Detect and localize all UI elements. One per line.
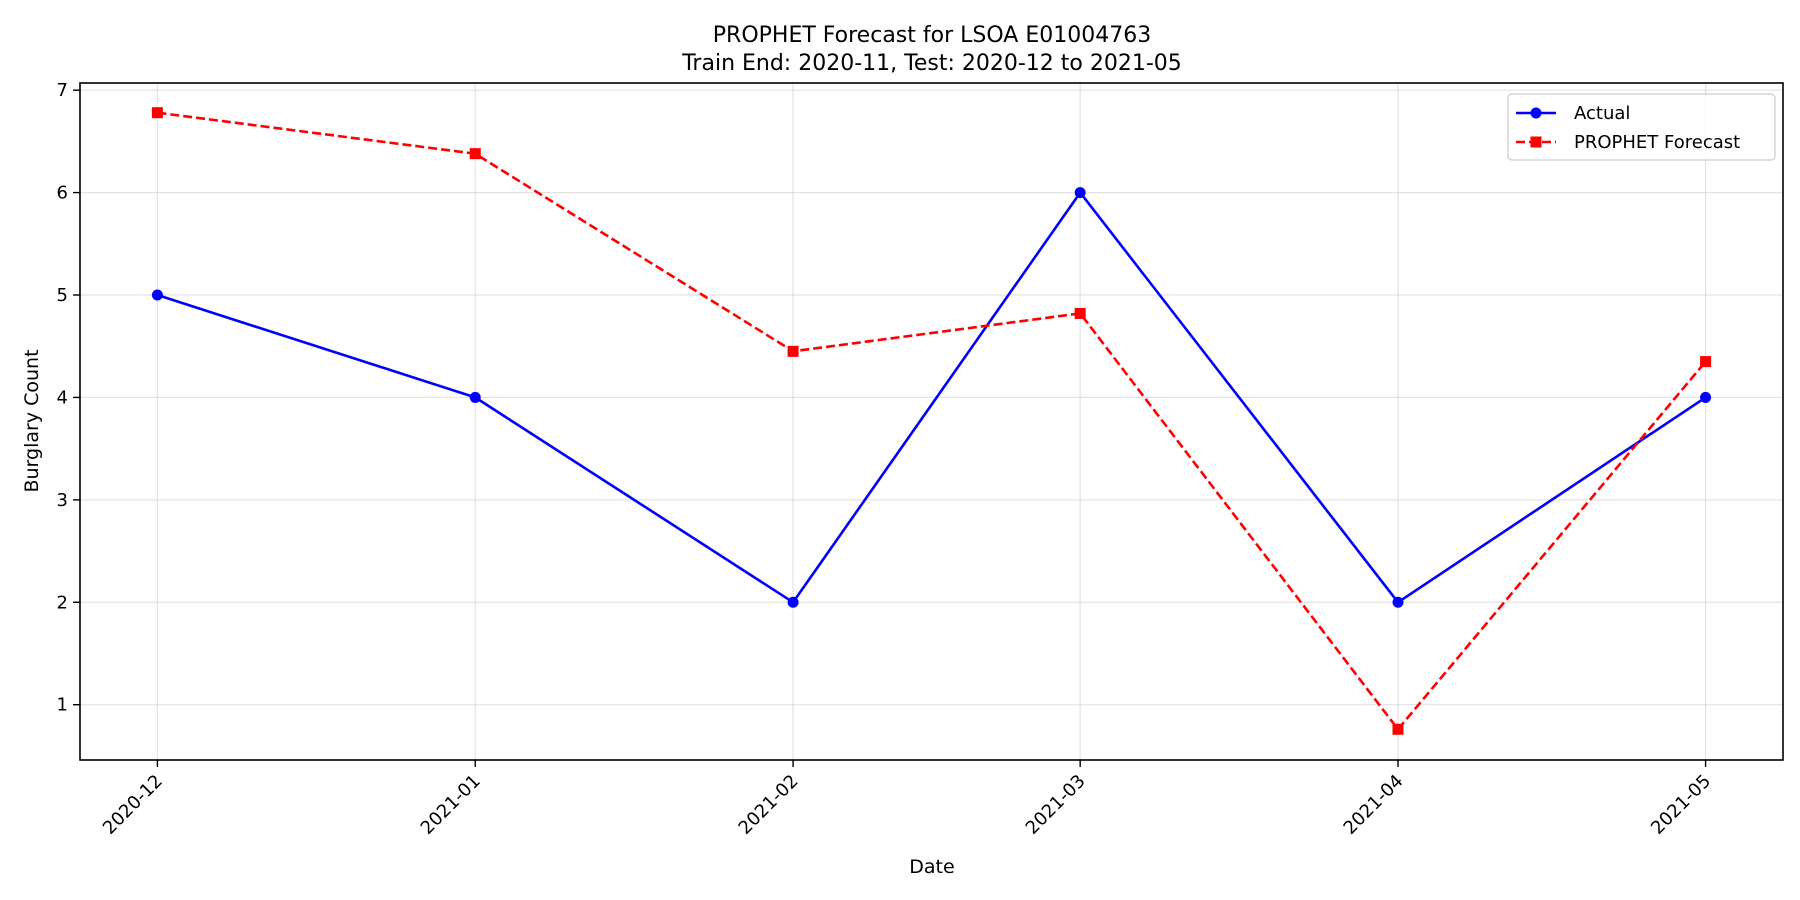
y-tick-label: 3 [57,490,68,511]
y-tick-label: 4 [57,387,68,408]
data-point-actual [1074,187,1086,199]
x-tick-label: 2021-02 [735,771,803,839]
data-point-actual [1392,596,1404,608]
x-tick-label: 2021-04 [1340,771,1408,839]
y-tick-label: 2 [57,592,68,613]
legend-marker-0 [1530,107,1542,119]
x-tick-label: 2020-12 [99,771,167,839]
chart-title: PROPHET Forecast for LSOA E01004763 [713,23,1151,48]
x-axis-ticks: 2020-12 2021-01 2021-02 2021-03 2021-04 2021-… [99,760,1715,839]
x-axis-label: Date [909,856,954,878]
y-axis-ticks: 1 2 3 4 5 6 7 [57,80,80,716]
legend-label-1: PROPHET Forecast [1574,132,1740,153]
data-point-actual [1700,391,1712,403]
legend-marker-1 [1530,136,1542,148]
y-tick-label: 1 [57,695,68,716]
legend-label-0: Actual [1574,103,1630,124]
data-point-actual [151,289,163,301]
series-line-0 [157,191,1707,604]
x-tick-label: 2021-01 [417,771,485,839]
legend-box [1507,93,1776,161]
data-point-actual [469,391,481,403]
legend: Actual PROPHET Forecast [1507,93,1776,161]
y-tick-label: 5 [57,285,68,306]
series-lines [151,107,1712,735]
data-point-forecast [787,345,799,357]
plot-frame [79,82,1784,761]
chart-subtitle: Train End: 2020-11, Test: 2020-12 to 202… [681,51,1182,76]
data-point-forecast [151,107,163,119]
series-line-1 [157,111,1707,731]
data-point-forecast [1074,307,1086,319]
y-tick-label: 6 [57,183,68,204]
data-point-actual [787,596,799,608]
data-point-forecast [469,148,481,160]
y-tick-label: 7 [57,80,68,101]
data-point-forecast [1700,356,1712,368]
y-axis-label: Burglary Count [21,349,43,492]
x-tick-label: 2021-05 [1647,771,1715,839]
grid-lines [80,83,1783,760]
data-point-forecast [1392,723,1404,735]
x-tick-label: 2021-03 [1022,771,1090,839]
